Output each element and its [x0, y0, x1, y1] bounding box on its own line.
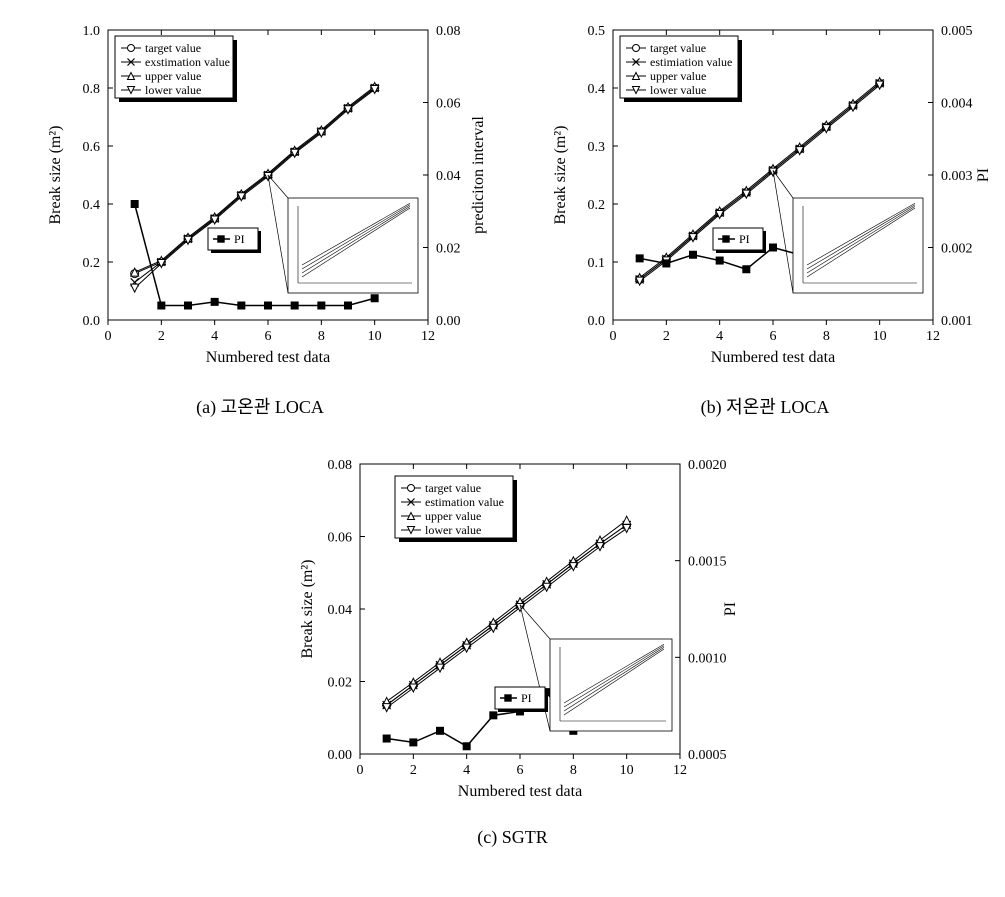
svg-text:0.003: 0.003	[941, 169, 973, 184]
svg-text:Break size (m²): Break size (m²)	[299, 560, 316, 659]
svg-text:0.4: 0.4	[82, 198, 100, 213]
svg-text:0.08: 0.08	[328, 458, 353, 473]
svg-text:6: 6	[769, 329, 776, 344]
svg-text:0.1: 0.1	[587, 256, 605, 271]
svg-text:0.8: 0.8	[82, 82, 100, 97]
svg-text:0.004: 0.004	[941, 97, 973, 112]
svg-text:0.2: 0.2	[587, 198, 605, 213]
svg-text:0.002: 0.002	[941, 242, 973, 257]
figure-cell-a: 0 2 4 6 8 10 12 Numbered test data 0.0 0.2 0.4 0.6 0…	[33, 10, 488, 439]
svg-text:estimation value: estimation value	[425, 495, 504, 509]
svg-text:12: 12	[926, 329, 940, 344]
svg-text:upper value: upper value	[650, 69, 706, 83]
svg-text:lower value: lower value	[650, 83, 706, 97]
svg-text:target value: target value	[425, 481, 481, 495]
svg-text:0.04: 0.04	[328, 603, 353, 618]
svg-text:0.005: 0.005	[941, 24, 973, 39]
svg-text:8: 8	[822, 329, 829, 344]
svg-text:0.06: 0.06	[328, 531, 353, 546]
svg-text:0.6: 0.6	[82, 140, 100, 155]
svg-text:12: 12	[421, 329, 435, 344]
svg-text:0.0005: 0.0005	[688, 748, 727, 763]
svg-text:0.0: 0.0	[587, 314, 605, 329]
svg-text:6: 6	[517, 763, 524, 778]
svg-text:PI: PI	[975, 168, 992, 182]
svg-text:PI: PI	[722, 602, 739, 616]
svg-text:0.0015: 0.0015	[688, 555, 727, 570]
svg-text:10: 10	[872, 329, 886, 344]
svg-text:0.06: 0.06	[436, 97, 461, 112]
svg-text:upper value: upper value	[145, 69, 201, 83]
svg-text:4: 4	[716, 329, 723, 344]
svg-text:0.0020: 0.0020	[688, 458, 727, 473]
caption-b: (b) 저온관 LOCA	[538, 393, 993, 419]
svg-text:4: 4	[463, 763, 470, 778]
svg-text:target value: target value	[145, 41, 201, 55]
figure-grid: 0 2 4 6 8 10 12 Numbered test data 0.0 0.2 0.4 0.6 0…	[10, 10, 1005, 868]
svg-text:0.3: 0.3	[587, 140, 605, 155]
svg-text:12: 12	[673, 763, 687, 778]
figure-cell-c: 0 2 4 6 8 10 12 Numbered test data 0.00 0.02 0.04 0…	[285, 444, 740, 868]
svg-text:PI: PI	[521, 691, 532, 705]
svg-text:10: 10	[620, 763, 634, 778]
svg-text:2: 2	[410, 763, 417, 778]
svg-text:upper value: upper value	[425, 509, 481, 523]
svg-text:2: 2	[157, 329, 164, 344]
svg-text:8: 8	[570, 763, 577, 778]
chart-a: 0 2 4 6 8 10 12 Numbered test data 0.0 0.2 0.4 0.6 0…	[33, 10, 488, 380]
svg-text:0.4: 0.4	[587, 82, 605, 97]
svg-text:Numbered test data: Numbered test data	[205, 349, 329, 366]
svg-text:2: 2	[662, 329, 669, 344]
svg-text:prediciton interval: prediciton interval	[470, 116, 487, 234]
svg-text:0.00: 0.00	[436, 314, 461, 329]
svg-text:lower value: lower value	[145, 83, 201, 97]
svg-text:target value: target value	[650, 41, 706, 55]
chart-b: 0 2 4 6 8 10 12 Numbered test data 0.0 0.1 0.2 0.3 0…	[538, 10, 993, 380]
svg-text:8: 8	[317, 329, 324, 344]
figure-cell-b: 0 2 4 6 8 10 12 Numbered test data 0.0 0.1 0.2 0.3 0…	[538, 10, 993, 439]
svg-text:PI: PI	[739, 232, 750, 246]
svg-text:10: 10	[367, 329, 381, 344]
svg-text:0.02: 0.02	[436, 242, 461, 257]
caption-a: (a) 고온관 LOCA	[33, 393, 488, 419]
chart-c: 0 2 4 6 8 10 12 Numbered test data 0.00 0.02 0.04 0…	[285, 444, 740, 814]
svg-text:0: 0	[609, 329, 616, 344]
svg-text:lower value: lower value	[425, 523, 481, 537]
svg-text:Numbered test data: Numbered test data	[710, 349, 834, 366]
svg-text:0.5: 0.5	[587, 24, 605, 39]
svg-text:0.02: 0.02	[328, 676, 353, 691]
svg-text:Numbered test data: Numbered test data	[458, 783, 582, 800]
svg-text:0: 0	[104, 329, 111, 344]
svg-text:6: 6	[264, 329, 271, 344]
svg-text:0.0010: 0.0010	[688, 651, 727, 666]
svg-text:exstimation value: exstimation value	[145, 55, 230, 69]
svg-text:estimiation value: estimiation value	[650, 55, 732, 69]
svg-text:0.0: 0.0	[82, 314, 100, 329]
svg-text:0.001: 0.001	[941, 314, 973, 329]
svg-text:4: 4	[211, 329, 218, 344]
svg-text:0.2: 0.2	[82, 256, 100, 271]
caption-c: (c) SGTR	[285, 827, 740, 848]
svg-text:PI: PI	[234, 232, 245, 246]
svg-text:0.08: 0.08	[436, 24, 461, 39]
svg-text:0.04: 0.04	[436, 169, 461, 184]
svg-text:1.0: 1.0	[82, 24, 100, 39]
svg-text:Break size (m²): Break size (m²)	[47, 126, 64, 225]
svg-text:0: 0	[357, 763, 364, 778]
svg-text:Break size (m²): Break size (m²)	[552, 126, 569, 225]
svg-text:0.00: 0.00	[328, 748, 353, 763]
